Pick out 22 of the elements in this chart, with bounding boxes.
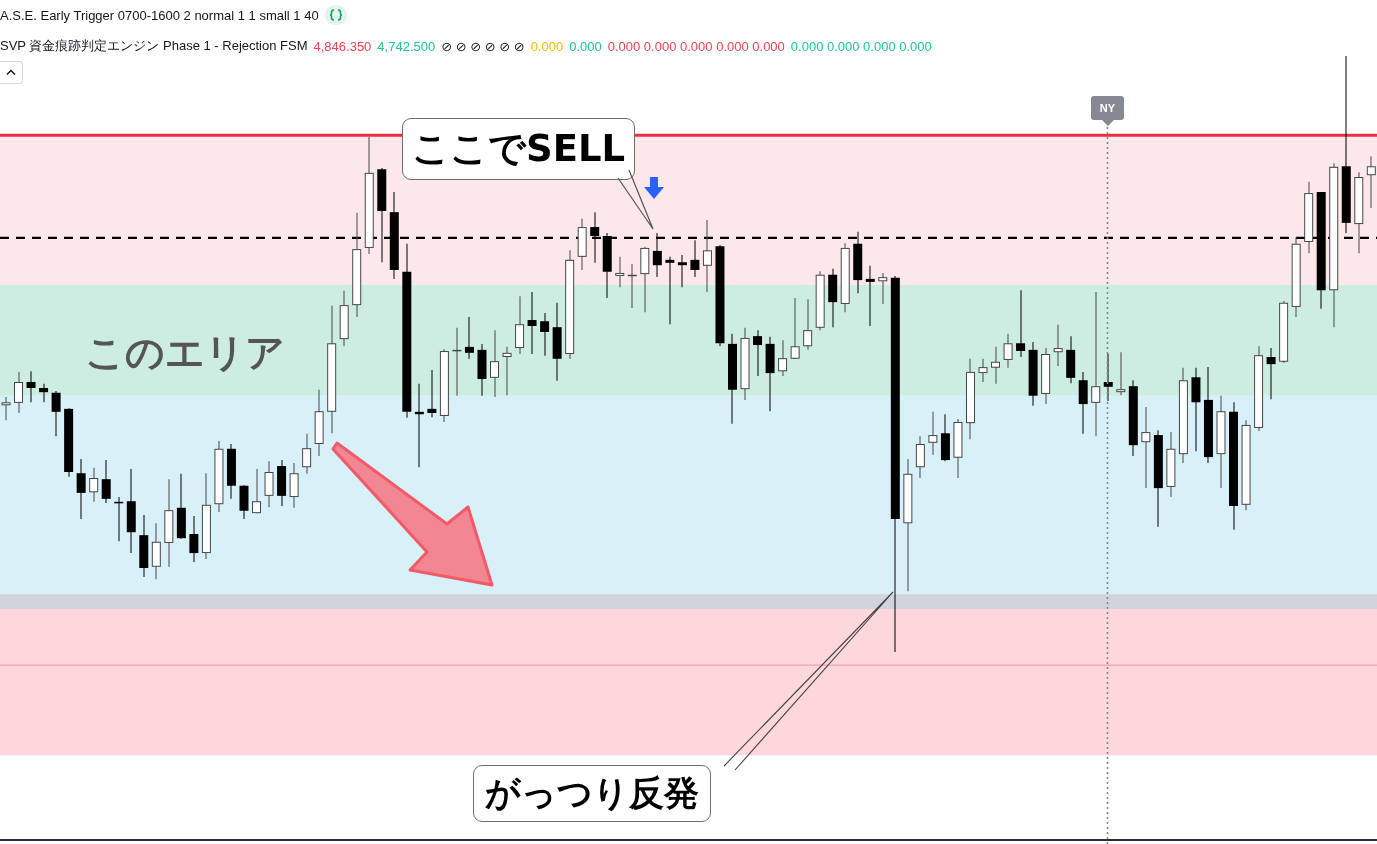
candlestick <box>427 370 437 418</box>
text: SVP 資金痕跡判定エンジン Phase 1 - Rejection FSM <box>0 37 308 55</box>
text: 0.000 <box>569 38 602 54</box>
annotation: ここでSELL <box>402 118 636 180</box>
annotation: このエリア <box>85 329 285 377</box>
candlestick <box>677 255 687 288</box>
candlestick <box>502 346 512 396</box>
text: 4,742.500 <box>377 38 436 54</box>
text: A.S.E. Early Trigger 0700-1600 2 normal 1 1 small 1 40 <box>0 7 319 23</box>
candlestick <box>865 265 875 326</box>
candlestick <box>615 256 625 288</box>
text: 0.000 0.000 0.000 0.000 0.000 <box>607 38 785 54</box>
annotation: NY <box>1091 96 1124 120</box>
candlestick <box>665 256 675 325</box>
text: 0.000 <box>530 38 564 54</box>
text: 0.000 0.000 0.000 0.000 <box>790 38 932 54</box>
candlestick <box>1053 324 1063 366</box>
text: 4,846.350 <box>313 38 372 54</box>
candlestick <box>527 292 537 355</box>
text: ⊘ ⊘ ⊘ ⊘ ⊘ ⊘ <box>441 38 525 54</box>
text: がっつり反発 <box>473 765 711 822</box>
candlestick <box>1116 352 1126 396</box>
